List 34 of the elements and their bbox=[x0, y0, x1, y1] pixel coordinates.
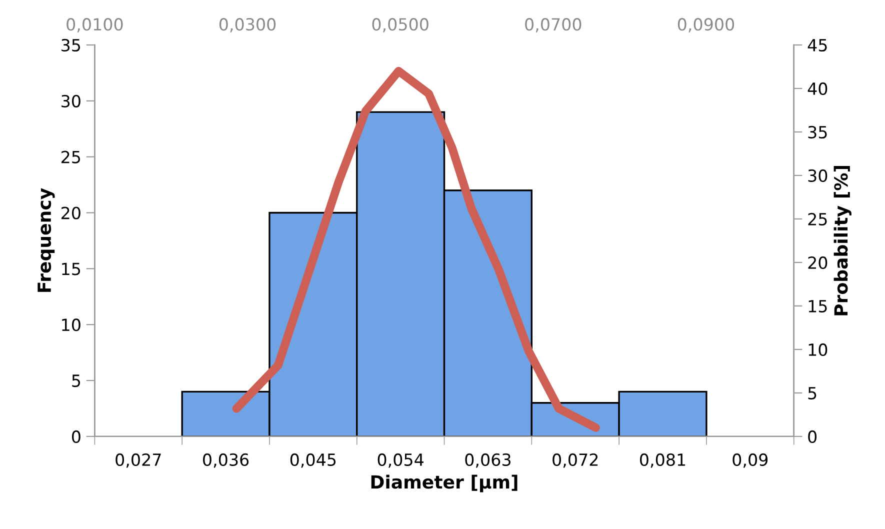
x2-tick-label: 0,0900 bbox=[678, 18, 734, 32]
y2-tick-label: 40 bbox=[808, 82, 828, 96]
y2-tick-label: 45 bbox=[808, 39, 827, 52]
y-axis-title: Frequency bbox=[38, 188, 55, 292]
x-tick-label: 0,054 bbox=[378, 453, 424, 468]
x-tick-label: 0,027 bbox=[116, 453, 161, 468]
y2-tick-label: 25 bbox=[808, 212, 827, 226]
x-tick-label: 0,09 bbox=[732, 453, 768, 468]
y2-tick-label: 20 bbox=[808, 256, 828, 270]
y-tick-label: 10 bbox=[62, 318, 80, 332]
y2-axis-title: Probability [%] bbox=[834, 166, 852, 316]
y2-tick-label: 0 bbox=[808, 430, 817, 443]
y2-tick-label: 10 bbox=[808, 343, 828, 356]
x-tick-label: 0,045 bbox=[290, 453, 336, 468]
y2-tick-label: 15 bbox=[808, 300, 827, 313]
y-tick-label: 0 bbox=[72, 430, 80, 443]
x-axis-title: Diameter [µm] bbox=[371, 474, 518, 492]
x-tick-label: 0,072 bbox=[552, 453, 598, 468]
y-tick-label: 25 bbox=[62, 150, 80, 164]
x2-tick-label: 0,0300 bbox=[219, 18, 276, 32]
x-tick-label: 0,063 bbox=[465, 453, 510, 468]
x2-tick-label: 0,0700 bbox=[525, 18, 582, 32]
x-tick-label: 0,036 bbox=[203, 453, 249, 468]
y2-tick-label: 30 bbox=[808, 169, 828, 182]
y-tick-label: 30 bbox=[62, 94, 80, 108]
y2-tick-label: 5 bbox=[808, 387, 816, 400]
x-tick-label: 0,081 bbox=[640, 453, 686, 468]
y2-tick-label: 35 bbox=[808, 126, 827, 139]
x2-tick-label: 0,0500 bbox=[372, 18, 428, 32]
y-tick-label: 5 bbox=[72, 374, 80, 388]
y-tick-label: 35 bbox=[62, 38, 80, 52]
x2-tick-label: 0,0100 bbox=[66, 18, 123, 32]
y-tick-label: 20 bbox=[62, 206, 80, 220]
y-tick-label: 15 bbox=[62, 262, 80, 276]
